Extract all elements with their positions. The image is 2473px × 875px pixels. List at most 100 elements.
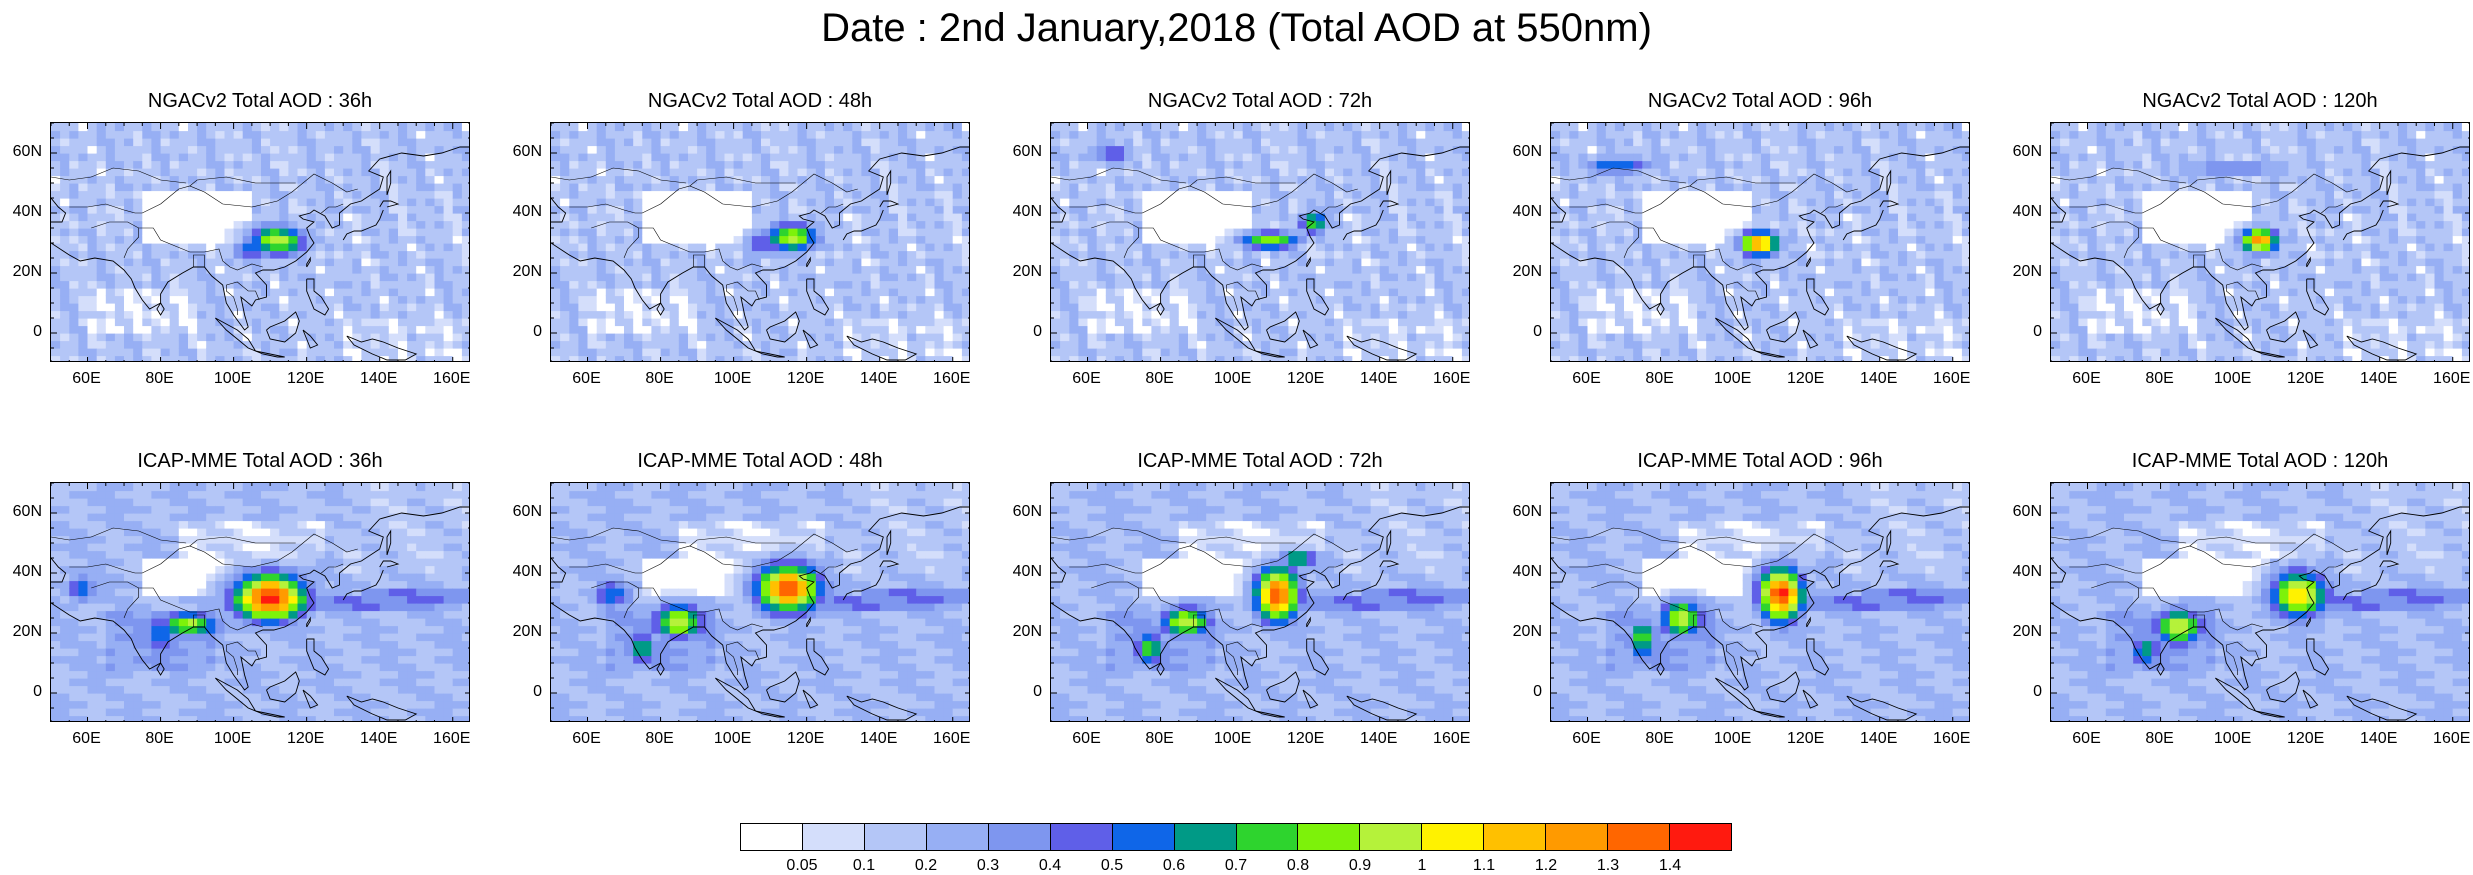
colorbar-level-label: 0.1 xyxy=(839,857,889,875)
aod-field xyxy=(1051,483,1470,722)
panel-title: ICAP-MME Total AOD : 48h xyxy=(550,450,970,473)
y-tick-label: 20N xyxy=(502,263,542,281)
colorbar-level-label: 0.3 xyxy=(963,857,1013,875)
x-tick-label: 140E xyxy=(1849,730,1909,748)
y-tick-label: 40N xyxy=(2002,203,2042,221)
x-tick-label: 60E xyxy=(57,370,117,388)
aod-field-map xyxy=(2051,483,2470,722)
y-tick-label: 20N xyxy=(2,623,42,641)
aod-field xyxy=(1551,483,1970,722)
colorbar-swatch xyxy=(1546,824,1608,850)
colorbar-level-label: 1 xyxy=(1397,857,1447,875)
x-tick-label: 80E xyxy=(2130,730,2190,748)
x-tick-label: 60E xyxy=(1557,730,1617,748)
y-tick-label: 60N xyxy=(1502,503,1542,521)
x-tick-label: 160E xyxy=(422,370,482,388)
x-tick-label: 120E xyxy=(1276,730,1336,748)
aod-field-map xyxy=(51,123,470,362)
aod-field xyxy=(51,483,470,722)
x-tick-label: 160E xyxy=(1922,730,1982,748)
y-tick-label: 0 xyxy=(1502,683,1542,701)
x-tick-label: 160E xyxy=(922,370,982,388)
x-tick-label: 60E xyxy=(57,730,117,748)
y-tick-label: 40N xyxy=(502,203,542,221)
panel-title: NGACv2 Total AOD : 48h xyxy=(550,90,970,113)
x-tick-label: 80E xyxy=(1630,370,1690,388)
colorbar-swatch xyxy=(1670,824,1731,850)
map-plot-area xyxy=(1050,122,1470,362)
y-tick-label: 0 xyxy=(2002,683,2042,701)
x-tick-label: 120E xyxy=(1776,370,1836,388)
y-tick-label: 20N xyxy=(2,263,42,281)
y-tick-label: 40N xyxy=(2,563,42,581)
x-tick-label: 160E xyxy=(922,730,982,748)
x-tick-label: 60E xyxy=(1057,370,1117,388)
x-tick-label: 120E xyxy=(1276,370,1336,388)
colorbar-level-label: 0.9 xyxy=(1335,857,1385,875)
x-tick-label: 120E xyxy=(276,730,336,748)
y-tick-label: 40N xyxy=(502,563,542,581)
colorbar-level-label: 0.4 xyxy=(1025,857,1075,875)
x-tick-label: 140E xyxy=(2349,370,2409,388)
x-tick-label: 80E xyxy=(130,370,190,388)
x-tick-label: 140E xyxy=(849,370,909,388)
main-title: Date : 2nd January,2018 (Total AOD at 55… xyxy=(0,6,2473,51)
colorbar-level-label: 0.8 xyxy=(1273,857,1323,875)
x-tick-label: 120E xyxy=(776,730,836,748)
y-tick-label: 60N xyxy=(1002,143,1042,161)
aod-field xyxy=(1051,123,1470,362)
x-tick-label: 80E xyxy=(630,370,690,388)
colorbar-swatch xyxy=(927,824,989,850)
x-tick-label: 100E xyxy=(1203,730,1263,748)
colorbar-swatch xyxy=(803,824,865,850)
panel-title: NGACv2 Total AOD : 96h xyxy=(1550,90,1970,113)
panel-title: NGACv2 Total AOD : 36h xyxy=(50,90,470,113)
x-tick-label: 80E xyxy=(1130,370,1190,388)
x-tick-label: 80E xyxy=(130,730,190,748)
aod-field-map xyxy=(1551,483,1970,722)
x-tick-label: 160E xyxy=(2422,370,2473,388)
x-tick-label: 120E xyxy=(2276,370,2336,388)
y-tick-label: 20N xyxy=(1002,623,1042,641)
y-tick-label: 40N xyxy=(1002,203,1042,221)
y-tick-label: 60N xyxy=(1002,503,1042,521)
colorbar-level-label: 0.6 xyxy=(1149,857,1199,875)
aod-field xyxy=(2051,483,2470,722)
colorbar-swatch xyxy=(989,824,1051,850)
colorbar-swatch xyxy=(1608,824,1670,850)
x-tick-label: 160E xyxy=(2422,730,2473,748)
panel-title: ICAP-MME Total AOD : 120h xyxy=(2050,450,2470,473)
y-tick-label: 40N xyxy=(2,203,42,221)
aod-field xyxy=(51,123,470,362)
x-tick-label: 80E xyxy=(1130,730,1190,748)
x-tick-label: 160E xyxy=(1422,730,1482,748)
map-plot-area xyxy=(1550,482,1970,722)
x-tick-label: 60E xyxy=(2057,370,2117,388)
y-tick-label: 0 xyxy=(1502,323,1542,341)
x-tick-label: 140E xyxy=(349,370,409,388)
y-tick-label: 40N xyxy=(1002,563,1042,581)
colorbar-swatch xyxy=(1298,824,1360,850)
aod-field-map xyxy=(2051,123,2470,362)
colorbar-level-label: 0.7 xyxy=(1211,857,1261,875)
aod-field xyxy=(551,123,970,362)
y-tick-label: 20N xyxy=(1002,263,1042,281)
colorbar-swatch xyxy=(865,824,927,850)
y-tick-label: 20N xyxy=(2002,263,2042,281)
colorbar-swatch xyxy=(1422,824,1484,850)
y-tick-label: 20N xyxy=(502,623,542,641)
colorbar-level-label: 1.2 xyxy=(1521,857,1571,875)
x-tick-label: 120E xyxy=(1776,730,1836,748)
colorbar-swatch xyxy=(1175,824,1237,850)
x-tick-label: 100E xyxy=(703,730,763,748)
x-tick-label: 120E xyxy=(276,370,336,388)
y-tick-label: 0 xyxy=(2002,323,2042,341)
x-tick-label: 100E xyxy=(1703,730,1763,748)
